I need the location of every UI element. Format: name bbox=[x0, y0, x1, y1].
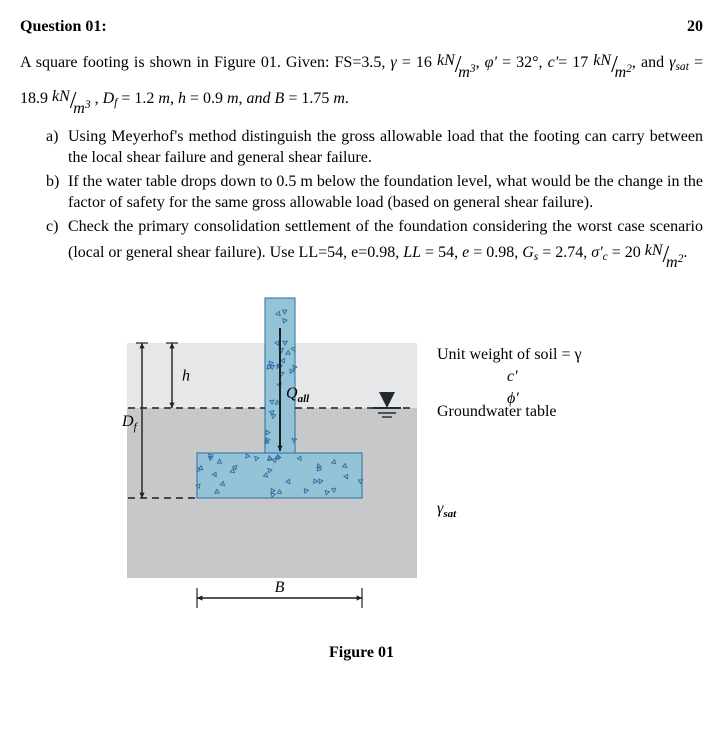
part-b: b) If the water table drops down to 0.5 … bbox=[46, 171, 703, 214]
svg-text:h: h bbox=[182, 367, 190, 384]
question-parts: a) Using Meyerhof's method distinguish t… bbox=[20, 126, 703, 274]
figure-caption: Figure 01 bbox=[20, 642, 703, 664]
part-c-text: Check the primary consolidation settleme… bbox=[68, 216, 703, 274]
figure-01: DfhQallBUnit weight of soil = γc'ϕ'Groun… bbox=[20, 298, 703, 664]
part-c-label: c) bbox=[46, 216, 68, 274]
svg-text:Groundwater table: Groundwater table bbox=[437, 403, 557, 420]
question-title: Question 01: bbox=[20, 16, 107, 38]
part-a-label: a) bbox=[46, 126, 68, 169]
question-intro: A square footing is shown in Figure 01. … bbox=[20, 48, 703, 120]
part-b-label: b) bbox=[46, 171, 68, 214]
svg-text:γsat: γsat bbox=[437, 500, 457, 520]
question-header: Question 01: 20 bbox=[20, 16, 703, 38]
part-a-text: Using Meyerhof's method distinguish the … bbox=[68, 126, 703, 169]
svg-text:B: B bbox=[274, 579, 284, 596]
svg-text:c': c' bbox=[507, 368, 518, 385]
question-marks: 20 bbox=[687, 16, 703, 38]
part-b-text: If the water table drops down to 0.5 m b… bbox=[68, 171, 703, 214]
part-c: c) Check the primary consolidation settl… bbox=[46, 216, 703, 274]
svg-text:Unit weight of soil = γ: Unit weight of soil = γ bbox=[437, 346, 582, 363]
figure-svg: DfhQallBUnit weight of soil = γc'ϕ'Groun… bbox=[82, 298, 642, 628]
part-a: a) Using Meyerhof's method distinguish t… bbox=[46, 126, 703, 169]
